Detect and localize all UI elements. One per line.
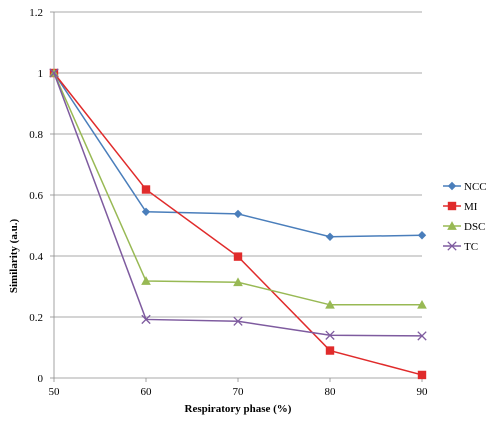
y-tick-label: 0 [38,373,44,385]
legend-item-tc: TC [443,241,478,253]
legend-item-dsc: DSC [443,221,485,233]
y-tick-label: 1 [38,68,44,80]
series-lines [49,68,427,380]
data-point-ncc [325,232,335,241]
series-dsc [49,68,427,309]
series-mi [49,68,427,380]
legend-label-ncc: NCC [464,181,487,193]
data-point-dsc [417,299,427,309]
legend-item-ncc: NCC [443,181,487,193]
series-ncc [49,68,427,241]
legend-marker-ncc [447,181,457,191]
series-line-mi [53,72,423,376]
data-point-mi [141,185,151,194]
y-tick-label: 0.4 [29,251,43,263]
y-axis-title: Similarity (a.u.) [8,219,20,294]
y-tick-label: 0.8 [29,129,43,141]
data-point-dsc [141,276,151,285]
data-point-tc [49,68,59,78]
x-tick-label: 60 [141,386,153,398]
x-tick-label: 80 [325,386,337,398]
data-point-ncc [141,207,151,216]
legend-marker-tc [447,241,457,251]
data-point-tc [233,316,243,326]
x-axis-title: Respiratory phase (%) [185,403,292,415]
x-tick-label: 50 [49,386,61,398]
data-point-dsc [233,277,243,287]
y-tick-label: 1.2 [29,7,43,19]
legend-label-tc: TC [464,241,478,253]
legend: NCC MI DSC TC [443,181,487,253]
series-tc [49,68,427,341]
y-tick-label: 0.2 [29,312,43,324]
legend-label-dsc: DSC [464,221,485,233]
data-point-dsc [325,299,335,309]
y-tick-label: 0.6 [29,190,43,202]
series-line-tc [53,72,423,337]
legend-item-mi: MI [443,201,478,213]
tick-labels: 0 0.2 0.4 0.6 0.8 1 1.2 50 60 70 80 90 [29,7,428,398]
data-point-mi [233,252,243,261]
data-point-ncc [233,209,243,219]
legend-marker-mi [447,201,457,211]
legend-marker-dsc [447,221,457,230]
data-point-tc [141,314,151,325]
data-point-tc [417,331,427,341]
gridlines [54,11,422,318]
axes [50,11,423,382]
x-tick-label: 90 [417,386,429,398]
data-point-mi [325,346,335,355]
data-point-tc [325,330,335,340]
legend-label-mi: MI [464,201,478,213]
data-point-mi [417,370,427,380]
x-tick-label: 70 [233,386,245,398]
series-line-dsc [53,72,422,306]
data-point-ncc [417,231,427,240]
